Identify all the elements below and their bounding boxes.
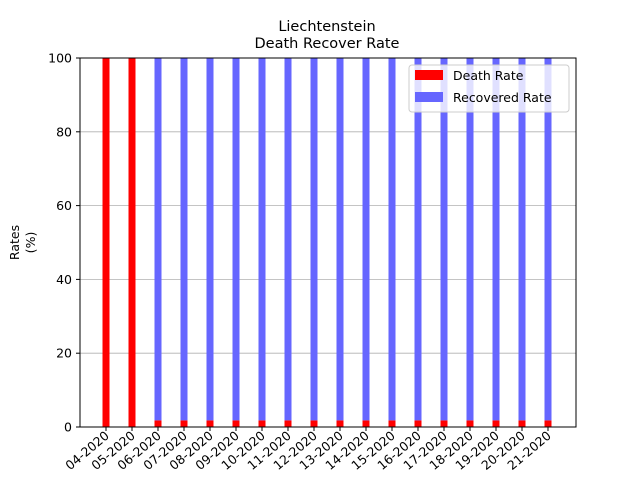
legend: Death Rate Recovered Rate: [408, 64, 570, 113]
y-tick-label: 80: [56, 124, 72, 139]
bar-death-rate: [128, 58, 136, 427]
bar-recovered-rate: [258, 58, 266, 421]
bar-recovered-rate: [414, 58, 422, 421]
bar-death-rate: [154, 420, 162, 427]
bar-death-rate: [232, 420, 240, 427]
bar-recovered-rate: [154, 58, 162, 421]
y-tick-label: 0: [64, 420, 72, 435]
y-tick-label: 100: [48, 51, 72, 66]
bar-recovered-rate: [206, 58, 214, 421]
y-tick-label: 40: [56, 272, 72, 287]
y-tick-label: 60: [56, 198, 72, 213]
x-axis: 04-202005-202006-202007-202008-202009-20…: [62, 427, 554, 473]
y-axis-label: Rates: [7, 225, 22, 260]
bar-recovered-rate: [388, 58, 396, 421]
bar-death-rate: [440, 420, 448, 427]
legend-label-recovered-rate: Recovered Rate: [453, 90, 552, 105]
bar-recovered-rate: [336, 58, 344, 421]
bar-recovered-rate: [232, 58, 240, 421]
bar-death-rate: [492, 420, 500, 427]
bar-death-rate: [102, 58, 110, 427]
bar-recovered-rate: [492, 58, 500, 421]
bar-death-rate: [388, 420, 396, 427]
bar-death-rate: [362, 420, 370, 427]
bar-recovered-rate: [284, 58, 292, 421]
legend-label-death-rate: Death Rate: [453, 68, 524, 83]
legend-swatch-recovered-rate: [415, 92, 443, 102]
bar-death-rate: [284, 420, 292, 427]
bar-death-rate: [414, 420, 422, 427]
y-axis-unit: (%): [23, 232, 38, 254]
grid-lines: [80, 57, 576, 428]
bar-recovered-rate: [466, 58, 474, 421]
bar-recovered-rate: [362, 58, 370, 421]
bar-death-rate: [466, 420, 474, 427]
y-tick-label: 20: [56, 346, 72, 361]
bar-recovered-rate: [180, 58, 188, 421]
bars: [102, 58, 552, 427]
plot-frame: [79, 57, 577, 428]
bar-recovered-rate: [440, 58, 448, 421]
legend-box: [408, 64, 570, 113]
chart-subtitle: Death Recover Rate: [255, 36, 400, 52]
bar-death-rate: [258, 420, 266, 427]
chart-title: Liechtenstein: [278, 19, 375, 35]
bar-recovered-rate: [544, 58, 552, 421]
bar-death-rate: [310, 420, 318, 427]
bar-death-rate: [544, 420, 552, 427]
bar-recovered-rate: [310, 58, 318, 421]
bar-death-rate: [180, 420, 188, 427]
bar-death-rate: [336, 420, 344, 427]
bar-death-rate: [206, 420, 214, 427]
bar-recovered-rate: [518, 58, 526, 421]
legend-swatch-death-rate: [415, 70, 443, 80]
bar-death-rate: [518, 420, 526, 427]
y-axis: 0 20 40 60 80 100: [48, 51, 80, 435]
